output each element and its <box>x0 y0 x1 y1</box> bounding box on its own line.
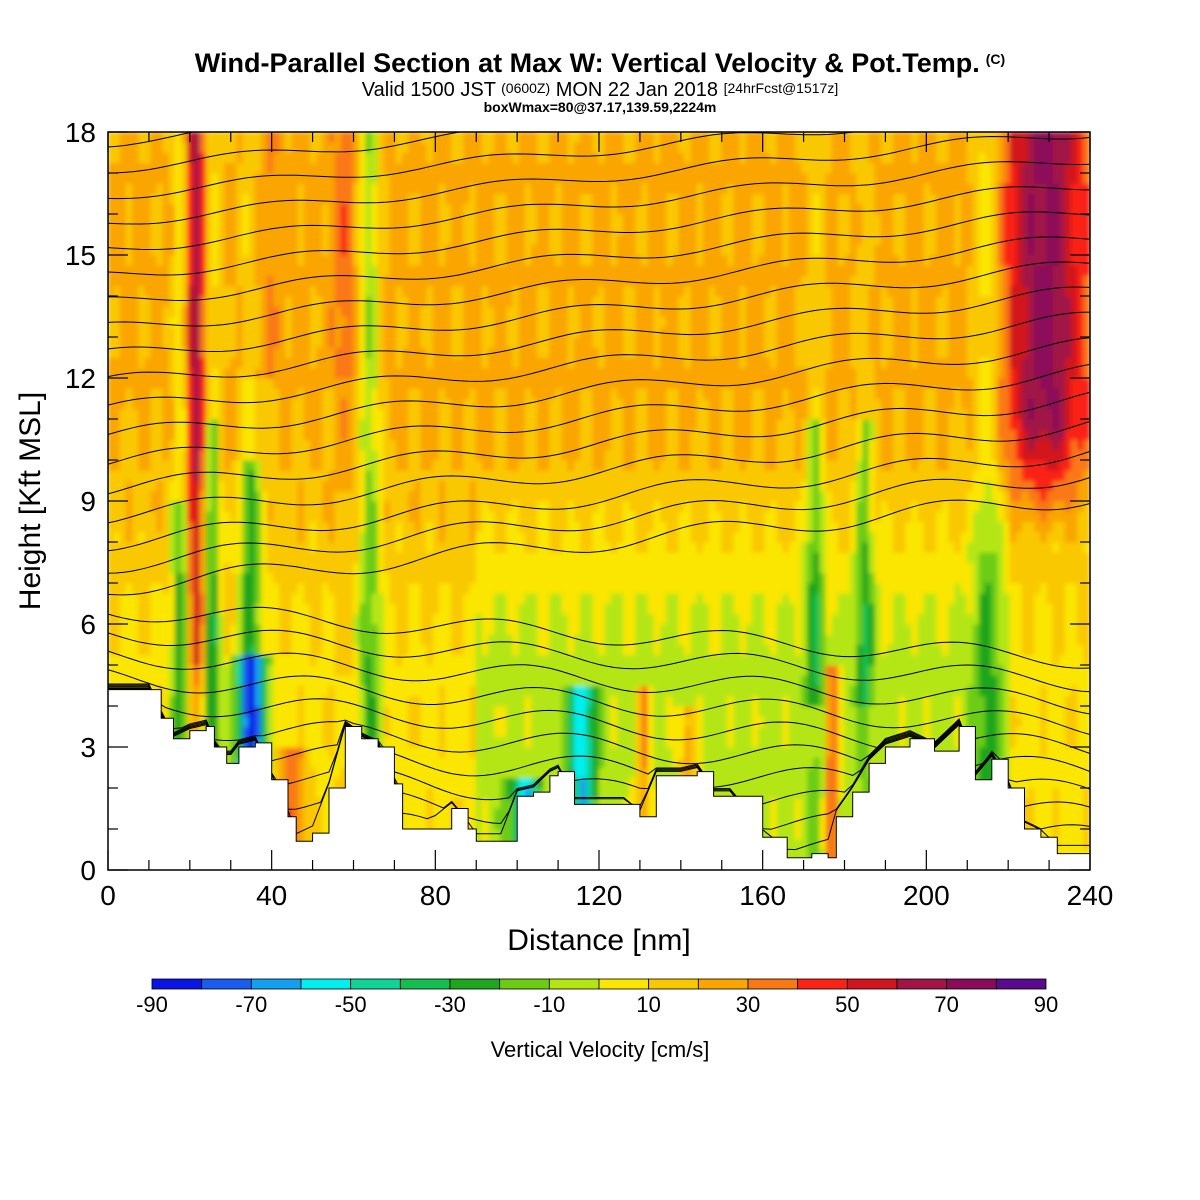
isentrope-line <box>108 0 1090 93</box>
chart-subtitle: Valid 1500 JST (0600Z) MON 22 Jan 2018 [… <box>0 78 1200 100</box>
x-tick-label: 40 <box>256 880 287 911</box>
x-tick-label: 80 <box>420 880 451 911</box>
copyright-mark: (C) <box>985 51 1006 67</box>
colorbar-label: 70 <box>934 992 958 1017</box>
x-tick-label: 160 <box>739 880 786 911</box>
colorbar-label: -10 <box>533 992 565 1017</box>
colorbar: -90 -70 -50 -30 -10 10 30 50 70 90 <box>136 978 1058 1017</box>
colorbar-swatch <box>250 978 302 990</box>
isentrope-line <box>108 650 1090 715</box>
colorbar-swatch <box>499 978 550 990</box>
isentrope-line <box>108 261 1090 353</box>
y-axis: 0 3 6 9 12 15 18 <box>65 117 1090 886</box>
y-tick-label: 9 <box>80 486 96 517</box>
colorbar-swatch <box>946 978 997 990</box>
x-axis: 0 40 80 120 160 200 240 <box>100 132 1113 911</box>
isentrope-line <box>108 25 1090 121</box>
isentrope-line <box>108 477 1090 574</box>
isentrope-line <box>108 236 1090 327</box>
isentrope-line <box>108 499 1090 596</box>
colorbar-label: -50 <box>335 992 367 1017</box>
y-tick-label: 0 <box>80 855 96 886</box>
colorbar-swatch <box>747 978 799 990</box>
y-axis-label: Height [Kft MSL] <box>14 392 47 610</box>
valid-zulu: (0600Z) <box>501 80 551 96</box>
chart-title-text: Wind-Parallel Section at Max W: Vertical… <box>194 48 980 78</box>
x-tick-label: 200 <box>903 880 950 911</box>
valid-date: MON 22 Jan 2018 <box>555 79 719 101</box>
isentrope-line <box>108 606 1090 669</box>
isentrope-line <box>108 363 1090 465</box>
chart-title: Wind-Parallel Section at Max W: Vertical… <box>0 44 1200 78</box>
colorbar-label: -30 <box>434 992 466 1017</box>
y-tick-label: 15 <box>65 240 96 271</box>
valid-time: Valid 1500 JST <box>361 79 496 101</box>
y-tick-label: 6 <box>80 609 96 640</box>
colorbar-swatch <box>797 978 848 990</box>
isentrope-line <box>108 337 1090 435</box>
isentrope-line <box>108 161 1090 250</box>
isentrope-line <box>108 186 1090 276</box>
isentrope-line <box>108 450 1090 552</box>
x-tick-label: 240 <box>1067 880 1114 911</box>
colorbar-swatch <box>449 978 501 990</box>
isentrope-line <box>108 0 1090 36</box>
isentrope-line <box>108 311 1090 406</box>
colorbar-swatch <box>399 978 451 990</box>
colorbar-swatch <box>697 978 749 990</box>
colorbar-swatch <box>995 978 1047 990</box>
isentrope-line <box>108 629 1090 693</box>
isentrope-line <box>108 132 857 200</box>
colorbar-label: 30 <box>736 992 760 1017</box>
colorbar-label: -90 <box>136 992 168 1017</box>
colorbar-title: Vertical Velocity [cm/s] <box>491 1037 710 1062</box>
x-tick-label: 0 <box>100 880 116 911</box>
colorbar-swatch <box>201 978 252 990</box>
colorbar-swatch <box>350 978 401 990</box>
colorbar-label: 50 <box>835 992 859 1017</box>
isentrope-line <box>108 391 1090 495</box>
forecast-info: [24hrFcst@1517z] <box>723 80 839 96</box>
colorbar-label: 10 <box>636 992 660 1017</box>
colorbar-swatch <box>151 978 203 990</box>
isentrope-line <box>108 669 1090 735</box>
y-tick-label: 18 <box>65 117 96 148</box>
colorbar-label: -70 <box>235 992 267 1017</box>
title-block: Wind-Parallel Section at Max W: Vertical… <box>0 44 1200 114</box>
isentrope-line <box>108 420 1090 524</box>
y-tick-label: 3 <box>80 732 96 763</box>
colorbar-swatch <box>548 978 600 990</box>
x-tick-label: 120 <box>576 880 623 911</box>
colorbar-label: 90 <box>1034 992 1058 1017</box>
x-axis-label: Distance [nm] <box>507 924 690 957</box>
terrain-profile <box>107 689 1091 871</box>
isentrope-line <box>108 0 1090 65</box>
isentrope-line <box>108 0 1090 8</box>
colorbar-swatch <box>300 978 352 990</box>
isentrope-line <box>108 286 1090 378</box>
colorbar-swatch <box>896 978 948 990</box>
y-tick-label: 12 <box>65 363 96 394</box>
colorbar-swatch <box>846 978 898 990</box>
colorbar-swatch <box>598 978 650 990</box>
isentrope-line <box>108 211 1090 302</box>
colorbar-swatch <box>648 978 699 990</box>
terrain-mask <box>107 689 1091 871</box>
box-info: boxWmax=80@37.17,139.59,2224m <box>483 99 717 115</box>
